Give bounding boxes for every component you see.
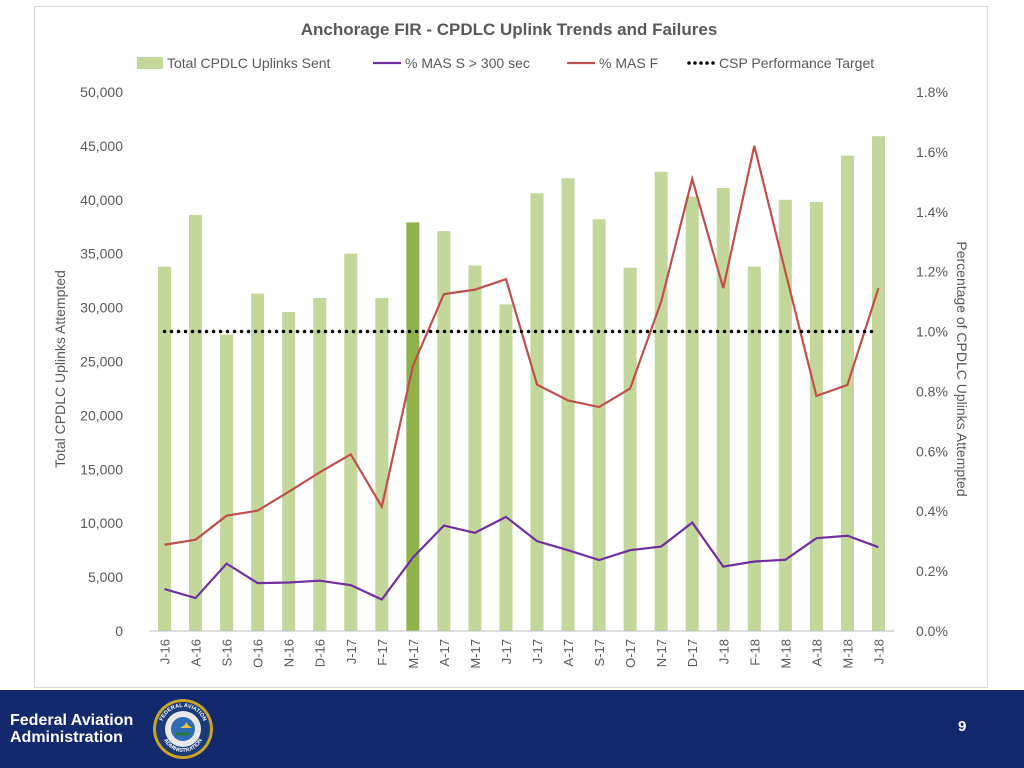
bar (251, 293, 265, 631)
x-tick-label: F-17 (375, 639, 390, 666)
x-tick-label: M-17 (406, 639, 421, 669)
x-tick-label: J-18 (716, 639, 731, 664)
x-tick-label: M-18 (840, 639, 855, 669)
x-tick-label: O-16 (251, 639, 266, 668)
faa-seal-logo: FEDERAL AVIATION ADMINISTRATION (153, 699, 213, 759)
left-axis: 0 5,000 10,000 15,000 20,000 25,000 30,000 35,0… (80, 84, 123, 639)
x-tick-label: J-17 (499, 639, 514, 664)
x-tick-label: F-18 (747, 639, 762, 666)
legend-label: % MAS S > 300 sec (405, 55, 530, 71)
right-axis: 0.0% 0.2% 0.4% 0.6% 0.8% 1.0% 1.2% 1.4% 1.6% 1.8% (916, 84, 948, 639)
y-tick-label-left: 10,000 (80, 515, 123, 531)
bar (406, 222, 420, 632)
series-line (164, 145, 880, 546)
footer-bar: Federal Aviation Administration FEDERAL … (0, 690, 1024, 768)
y-tick-label-right: 1.8% (916, 84, 948, 100)
legend-label: CSP Performance Target (719, 55, 874, 71)
y-tick-label-right: 0.4% (916, 503, 948, 519)
x-tick-label: J-18 (871, 639, 886, 664)
x-tick-label: J-17 (530, 639, 545, 664)
x-tick-label: M-17 (468, 639, 483, 669)
bar (778, 199, 792, 632)
bar (344, 253, 358, 631)
y-tick-label-left: 0 (115, 623, 123, 639)
y-tick-label-left: 35,000 (80, 246, 123, 262)
bar (375, 297, 389, 631)
legend-label: Total CPDLC Uplinks Sent (167, 55, 331, 71)
y-tick-label-right: 1.6% (916, 144, 948, 160)
y-tick-label-right: 0.0% (916, 623, 948, 639)
y-tick-label-right: 0.8% (916, 383, 948, 399)
bar-series (158, 136, 885, 632)
bar (468, 265, 482, 631)
y-tick-label-right: 1.4% (916, 204, 948, 220)
bar (592, 219, 606, 632)
series-line (164, 515, 879, 601)
y-tick-label-left: 40,000 (80, 192, 123, 208)
x-tick-label: D-16 (313, 639, 328, 667)
bar (158, 266, 172, 631)
bar (871, 136, 885, 631)
x-tick-label: N-16 (282, 639, 297, 667)
y-tick-label-left: 25,000 (80, 354, 123, 370)
x-tick-label: J-17 (344, 639, 359, 664)
y-tick-label-right: 0.6% (916, 443, 948, 459)
x-axis: J-16 A-16 S-16 O-16 N-16 D-16 J-17 F-17 M-17 A-17… (149, 630, 894, 669)
page-number: 9 (958, 718, 967, 735)
bar (623, 267, 637, 631)
x-tick-label: O-17 (623, 639, 638, 668)
y-tick-label-right: 1.2% (916, 264, 948, 280)
x-tick-label: A-16 (189, 639, 204, 666)
bar (220, 334, 234, 631)
x-tick-label: A-17 (437, 639, 452, 666)
y-axis-label-left: Total CPDLC Uplinks Attempted (52, 270, 68, 468)
x-tick-label: N-17 (654, 639, 669, 667)
bar (747, 266, 761, 631)
chart-legend: Total CPDLC Uplinks Sent % MAS S > 300 se… (137, 55, 874, 71)
x-tick-label: A-18 (809, 639, 824, 666)
line-series (162, 145, 881, 601)
legend-label: % MAS F (599, 55, 658, 71)
bar (282, 311, 296, 631)
chart-frame: Anchorage FIR - CPDLC Uplink Trends and … (34, 6, 988, 688)
bar (716, 187, 730, 631)
bar (530, 193, 544, 631)
y-tick-label-left: 15,000 (80, 461, 123, 477)
y-tick-label-left: 20,000 (80, 407, 123, 423)
x-tick-label: S-17 (592, 639, 607, 666)
x-tick-label: D-17 (685, 639, 700, 667)
chart-title: Anchorage FIR - CPDLC Uplink Trends and … (301, 20, 718, 39)
combo-chart: Anchorage FIR - CPDLC Uplink Trends and … (52, 20, 970, 669)
y-tick-label-left: 45,000 (80, 138, 123, 154)
y-tick-label-left: 50,000 (80, 84, 123, 100)
y-tick-label-right: 0.2% (916, 563, 948, 579)
x-tick-label: M-18 (778, 639, 793, 669)
y-tick-label-right: 1.0% (916, 324, 948, 340)
bar (313, 297, 327, 631)
legend-swatch (137, 57, 163, 69)
bar (685, 196, 699, 632)
x-tick-label: A-17 (561, 639, 576, 666)
agency-name: Federal Aviation Administration (10, 712, 134, 746)
bar (561, 178, 575, 632)
bar (840, 155, 854, 632)
y-axis-label-right: Percentage of CPDLC Uplinks Attempted (954, 241, 970, 496)
bar (189, 214, 203, 631)
bar (654, 171, 668, 631)
bar (499, 304, 513, 631)
bar (809, 201, 823, 631)
x-tick-label: J-16 (158, 639, 173, 664)
y-tick-label-left: 5,000 (88, 569, 123, 585)
bar (437, 231, 451, 631)
y-tick-label-left: 30,000 (80, 300, 123, 316)
x-tick-label: S-16 (220, 639, 235, 666)
